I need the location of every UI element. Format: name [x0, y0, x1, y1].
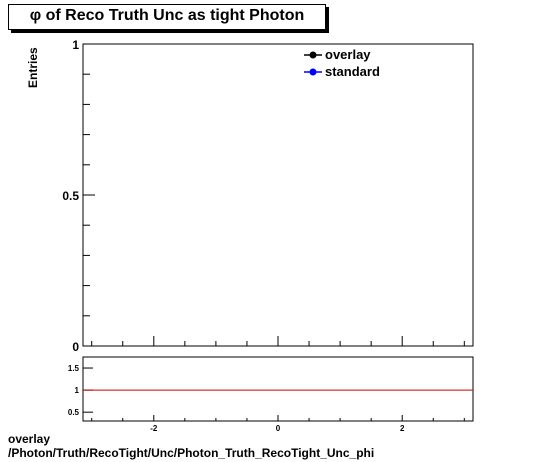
ratio-plot-panel: 0.5 1 1.5 -2 0 2 [68, 356, 474, 433]
footer-line-1: overlay [8, 432, 51, 446]
ratio-y-tick-label: 1.5 [68, 364, 80, 373]
ratio-y-tick-label: 1 [75, 386, 80, 395]
title-box: φ of Reco Truth Unc as tight Photon [8, 4, 326, 30]
ratio-plot-frame [82, 356, 474, 422]
main-y-tick-label: 0 [72, 340, 79, 354]
legend-overlay-label: overlay [325, 47, 371, 62]
chart-title: φ of Reco Truth Unc as tight Photon [29, 7, 305, 24]
ratio-x-axis: -2 0 2 [91, 415, 465, 433]
ratio-y-tick-label: 0.5 [68, 408, 80, 417]
legend-standard-label: standard [325, 64, 380, 79]
ratio-x-tick-label: 0 [276, 424, 281, 433]
ratio-x-tick-label: 2 [400, 424, 405, 433]
y-axis-label: Entries [26, 47, 40, 88]
ratio-x-tick-label: -2 [150, 424, 158, 433]
legend-overlay-marker [309, 51, 317, 59]
ratio-y-axis: 0.5 1 1.5 [68, 364, 93, 417]
legend: overlay standard [304, 47, 380, 79]
main-y-axis: 00.51 [62, 38, 95, 354]
main-plot-panel: 00.51 Entries overlay standard [26, 38, 474, 354]
main-y-tick-label: 0.5 [62, 189, 79, 203]
main-y-tick-label: 1 [72, 38, 79, 52]
footer-line-2: /Photon/Truth/RecoTight/Unc/Photon_Truth… [8, 446, 375, 460]
footer-caption: overlay /Photon/Truth/RecoTight/Unc/Phot… [8, 432, 374, 460]
legend-standard-marker [309, 68, 317, 76]
main-x-axis [91, 336, 465, 346]
main-plot-frame [82, 43, 474, 347]
